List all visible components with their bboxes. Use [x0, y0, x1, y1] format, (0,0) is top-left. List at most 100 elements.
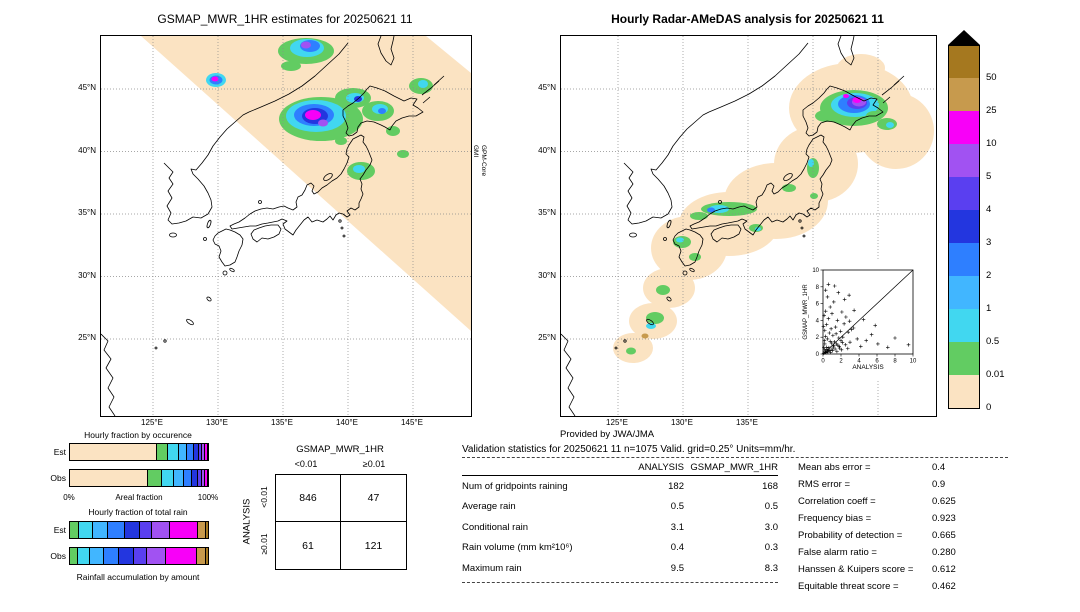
scatter-point [832, 340, 837, 344]
scatter-point [842, 297, 847, 302]
scatter-point [840, 340, 845, 345]
inset-scatter-plot: 0 2 4 6 8 10 0 2 4 6 8 10 ANALYSIS GSMAP_MWR_1HR [799, 260, 936, 380]
scatter-point [824, 322, 829, 327]
scatter-point [833, 347, 837, 351]
validation-table: ANALYSIS GSMAP_MWR_1HR Num of gridpoints r… [462, 462, 778, 583]
scatter-point [847, 293, 851, 297]
colorbar-tick-label: 1 [986, 303, 992, 314]
colorbar-cell [948, 111, 980, 145]
scatter-point [823, 342, 827, 346]
bar-row-label: Est [53, 447, 66, 457]
validation-row-label: Rain volume (mm km²10⁶) [462, 542, 573, 554]
bar-segment [147, 470, 162, 486]
left-map-lon-label: 130°E [206, 418, 228, 427]
validation-row: Num of gridpoints raining 182 168 [462, 476, 778, 497]
inset-x-axis: 0 2 4 6 8 10 [821, 354, 917, 365]
bar-segment [161, 470, 174, 486]
bar-segment [196, 522, 206, 538]
inset-xtick-label: 8 [893, 359, 897, 365]
scatter-point [834, 332, 838, 336]
right-map-lon-label: 125°E [606, 418, 628, 427]
inset-xtick-label: 0 [821, 359, 825, 365]
validation-value-analysis: 3.1 [670, 521, 684, 533]
colorbar-extend-triangle [948, 30, 980, 45]
scatter-point [840, 310, 844, 314]
bar-segment [145, 548, 166, 564]
scatter-point [839, 348, 844, 352]
bar-segment [206, 470, 208, 486]
totalrain-chart-title: Hourly fraction of total rain [88, 507, 188, 517]
scatter-point [848, 340, 852, 344]
scatter-point [861, 317, 866, 322]
scatter-point [824, 350, 828, 355]
left-map-lat-label: 40°N [78, 145, 96, 155]
bar-segment [201, 444, 204, 460]
stat-value: 0.9 [932, 479, 946, 490]
scatter-point [822, 338, 827, 343]
scatter-point [828, 305, 832, 309]
scatter-point [873, 323, 877, 328]
bar-segment [205, 522, 208, 538]
contingency-cell-11: 121 [364, 539, 383, 552]
scatter-point [831, 345, 836, 349]
left-map-canvas [100, 35, 471, 417]
scatter-point [828, 350, 833, 355]
credit-note: Provided by JWA/JMA [560, 429, 655, 440]
inset-xlabel: ANALYSIS [852, 364, 884, 371]
stat-value: 0.280 [932, 547, 956, 558]
scatter-point [830, 347, 834, 351]
inset-ytick-label: 10 [812, 268, 819, 274]
left-map-lon-label: 140°E [336, 418, 358, 427]
colorbar-tick-label: 0.5 [986, 336, 1000, 347]
colorbar-cell [948, 243, 980, 277]
stat-line: Probability of detection = 0.665 [798, 530, 1013, 547]
bar-row-obs: Obs [46, 469, 216, 487]
stat-value: 0.462 [932, 581, 956, 592]
colorbar-tick-label: 50 [986, 72, 997, 83]
validation-value-analysis: 0.4 [670, 542, 684, 554]
contingency-col-label-below: <0.01 [294, 459, 318, 469]
contingency-row-label-above: ≥0.01 [259, 533, 269, 555]
scatter-point [837, 346, 842, 350]
contingency-cell-10: 61 [276, 522, 341, 569]
left-map-lon-label: 125°E [141, 418, 163, 427]
scatter-point [836, 290, 841, 295]
scatter-point [838, 329, 843, 334]
right-map-lat-label: 25°N [538, 333, 556, 342]
bar-segment [195, 548, 206, 564]
colorbar-cell [948, 144, 980, 178]
scatter-point [852, 308, 856, 313]
precipitation-cells [206, 38, 433, 180]
right-map-lon-label: 135°E [736, 418, 758, 427]
stat-label: Correlation coeff = [798, 496, 876, 507]
stat-label: RMS error = [798, 479, 850, 490]
colorbar-tick-label: 4 [986, 204, 992, 215]
stat-value: 0.665 [932, 530, 956, 541]
inset-xtick-label: 10 [910, 359, 917, 365]
scatter-point [851, 326, 856, 330]
colorbar-cell [948, 342, 980, 376]
stat-line: Equitable threat score = 0.462 [798, 581, 1013, 598]
validation-value-gsmap: 8.3 [764, 562, 778, 574]
scatter-point [836, 336, 841, 340]
bar-segment [185, 444, 193, 460]
title-divider [462, 457, 1008, 458]
table-bottom-divider [462, 581, 778, 583]
right-map-lat-label: 35°N [538, 208, 556, 217]
stat-line: Correlation coeff = 0.625 [798, 496, 1013, 513]
colorbar-tick-label: 0 [986, 402, 992, 413]
left-map-lon-label: 145°E [401, 418, 423, 427]
scatter-point [845, 346, 850, 351]
stacked-bar [69, 521, 209, 539]
scatter-point [842, 322, 846, 326]
scatter-point [827, 345, 831, 350]
bar-segment [92, 522, 108, 538]
scatter-point [826, 282, 831, 287]
bar-segment [138, 522, 152, 538]
colorbar-tick-label: 5 [986, 171, 992, 182]
validation-value-analysis: 9.5 [670, 562, 684, 574]
contingency-cell-00: 846 [276, 475, 341, 522]
stat-value: 0.612 [932, 564, 956, 575]
validation-header-spacer [462, 462, 622, 473]
right-map-lat-label: 45°N [538, 83, 556, 92]
